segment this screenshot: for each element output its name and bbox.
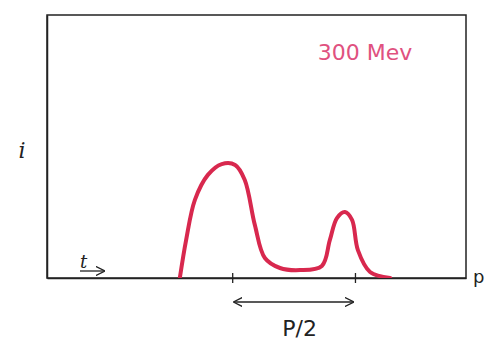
x-axis xyxy=(48,273,467,283)
x-axis-title: t xyxy=(80,251,88,272)
x-tick xyxy=(232,273,233,283)
y-axis xyxy=(47,16,48,279)
chart: 300 Mev i t P/2 p xyxy=(0,0,502,361)
x-tick-mark xyxy=(232,273,233,283)
title: 300 Mev xyxy=(318,40,413,65)
y-axis-title: i xyxy=(18,138,25,163)
x-tick xyxy=(355,273,356,283)
plot-frame xyxy=(47,15,466,278)
x-axis-line xyxy=(48,278,467,280)
curve xyxy=(180,163,390,278)
y-axis-line xyxy=(47,16,49,279)
marks xyxy=(180,163,390,278)
span-label: P/2 xyxy=(282,316,317,341)
span-arrow xyxy=(234,301,353,302)
axis-end-label: p xyxy=(473,266,484,287)
x-tick-mark xyxy=(355,273,356,283)
x-direction-arrow xyxy=(80,270,104,271)
